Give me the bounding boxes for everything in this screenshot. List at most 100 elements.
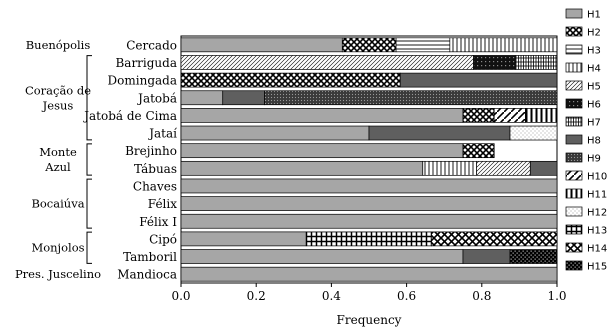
legend-swatch-h3 xyxy=(565,44,583,55)
category-label-chaves: Chaves xyxy=(133,179,177,193)
bar-segment-jatoba-de-cima-h10 xyxy=(493,108,526,123)
legend-label-h14: H14 xyxy=(587,244,607,255)
legend-swatch-h9 xyxy=(565,152,583,163)
category-label-domingada: Domingada xyxy=(108,74,177,88)
bar-segment-tabuas-h4 xyxy=(422,160,477,176)
x-tick-label: 0.2 xyxy=(247,289,266,303)
legend-swatch-h13 xyxy=(565,224,583,235)
bar-segment-cercado-h3 xyxy=(395,37,451,53)
bar-segment-tamboril-h15 xyxy=(509,249,558,264)
legend-swatch-h7 xyxy=(565,116,583,127)
legend-label-h12: H12 xyxy=(587,208,607,219)
bar-segment-tamboril-h8 xyxy=(462,249,511,264)
legend-swatch-h14 xyxy=(565,242,583,253)
category-label-felix: Félix xyxy=(148,197,177,211)
bar-segment-domingada-h8 xyxy=(399,72,558,88)
x-tick-label: 0.6 xyxy=(397,289,416,303)
bar-segment-tabuas-h5 xyxy=(476,160,531,176)
bar-segment-cipo-h13 xyxy=(305,231,432,247)
x-axis: 0.0 0.2 0.4 0.6 0.8 1.0 xyxy=(171,283,567,303)
legend-label-h9: H9 xyxy=(587,154,601,165)
legend-label-h5: H5 xyxy=(587,82,601,93)
bar-segment-tabuas-h1 xyxy=(180,160,424,176)
legend-label-h8: H8 xyxy=(587,136,601,147)
x-axis-title: Frequency xyxy=(337,313,402,327)
bar-segment-brejinho-h1 xyxy=(180,143,464,159)
bar-segment-cercado-h1 xyxy=(180,37,343,53)
legend-label-h10: H10 xyxy=(587,172,607,183)
bar-segment-cipo-h14 xyxy=(431,231,558,247)
category-label-jatoba: Jatobá xyxy=(136,91,177,105)
bar-segment-cercado-h2 xyxy=(341,37,397,53)
bar-segment-mandioca-h1 xyxy=(180,266,558,282)
legend-label-h6: H6 xyxy=(587,100,601,111)
legend-swatch-h8 xyxy=(565,134,583,145)
x-tick-label: 0.0 xyxy=(171,289,190,303)
x-tick-label: 0.4 xyxy=(322,289,341,303)
bar-segment-jatai-h1 xyxy=(180,125,370,141)
bar-segment-barriguda-h6 xyxy=(473,55,516,70)
x-tick-label: 0.8 xyxy=(472,289,491,303)
group-bracket-coracao-de-jesus xyxy=(86,55,92,141)
legend-label-h2: H2 xyxy=(587,28,601,39)
group-bracket-monjolos xyxy=(86,231,92,264)
legend-label-h1: H1 xyxy=(587,10,601,21)
group-bracket-monte-azul xyxy=(86,143,92,176)
category-label-brejinho: Brejinho xyxy=(125,144,177,158)
category-labels: Cercado Barriguda Domingada Jatobá Jatobá de… xyxy=(82,38,177,281)
bar-segment-chaves-h1 xyxy=(180,178,558,194)
legend-swatch-h4 xyxy=(565,62,583,73)
bar-segment-jatoba-h8 xyxy=(222,90,265,106)
category-label-felix-i: Félix I xyxy=(139,215,177,229)
bar-segment-jatoba-de-cima-h11 xyxy=(525,108,558,123)
legend-swatch-h11 xyxy=(565,188,583,199)
category-label-tamboril: Tamboril xyxy=(123,250,177,264)
bar-segment-felix-i-h1 xyxy=(180,213,558,229)
plot-frame xyxy=(180,35,558,284)
legend-swatch-h12 xyxy=(565,206,583,217)
bar-segment-cercado-h4 xyxy=(449,37,558,53)
legend-swatch-h10 xyxy=(565,170,583,181)
legend-swatch-h2 xyxy=(565,26,583,37)
bar-segment-jatoba-h1 xyxy=(180,90,224,106)
group-label-buenopolis: Buenópolis xyxy=(26,38,91,52)
group-label-pres-juscelino: Pres. Juscelino xyxy=(15,267,101,281)
bar-segment-jatai-h12 xyxy=(509,125,558,141)
category-label-cercado: Cercado xyxy=(126,38,177,52)
legend-swatch-h15 xyxy=(565,260,583,271)
plot-area xyxy=(180,35,558,284)
category-label-mandioca: Mandioca xyxy=(117,268,177,282)
category-label-cipo: Cipó xyxy=(149,232,177,246)
x-tick-label: 1.0 xyxy=(547,289,566,303)
group-bracket-bocaiuva xyxy=(86,178,92,229)
bar-segment-barriguda-h7 xyxy=(514,55,558,70)
bar-segment-jatai-h8 xyxy=(368,125,511,141)
bar-segment-domingada-h2 xyxy=(180,72,401,88)
legend-label-h15: H15 xyxy=(587,262,607,273)
legend: H1 H2 H3 H4 H5 H6 H7 H8 H9 H10 H11 H12 H13 H14 H15 xyxy=(565,8,607,273)
bar-segment-jatoba-de-cima-h1 xyxy=(180,108,464,123)
category-label-barriguda: Barriguda xyxy=(115,56,177,70)
group-label-monte-azul: Monte Azul xyxy=(39,145,77,174)
bar-segment-felix-h1 xyxy=(180,196,558,211)
legend-label-h4: H4 xyxy=(587,64,601,75)
legend-label-h11: H11 xyxy=(587,190,607,201)
legend-swatch-h6 xyxy=(565,98,583,109)
group-label-monjolos: Monjolos xyxy=(31,241,84,255)
legend-swatch-h5 xyxy=(565,80,583,91)
category-label-tabuas: Tábuas xyxy=(134,162,177,176)
legend-label-h3: H3 xyxy=(587,46,601,57)
group-labels: Buenópolis Coração de Jesus Monte Azul Bocaiú… xyxy=(15,38,101,281)
bar-segment-jatoba-de-cima-h2 xyxy=(462,108,495,123)
bar-segment-jatoba-h9 xyxy=(264,90,558,106)
group-label-bocaiuva: Bocaiúva xyxy=(31,197,84,211)
group-label-coracao-de-jesus: Coração de Jesus xyxy=(25,83,91,112)
bar-segment-cipo-h1 xyxy=(180,231,307,247)
bar-segment-tamboril-h1 xyxy=(180,249,464,264)
bar-segment-brejinho-h2 xyxy=(462,143,495,159)
legend-swatch-h1 xyxy=(565,8,583,19)
bar-segment-tabuas-h8 xyxy=(529,160,558,176)
legend-label-h7: H7 xyxy=(587,118,601,129)
legend-label-h13: H13 xyxy=(587,226,607,237)
